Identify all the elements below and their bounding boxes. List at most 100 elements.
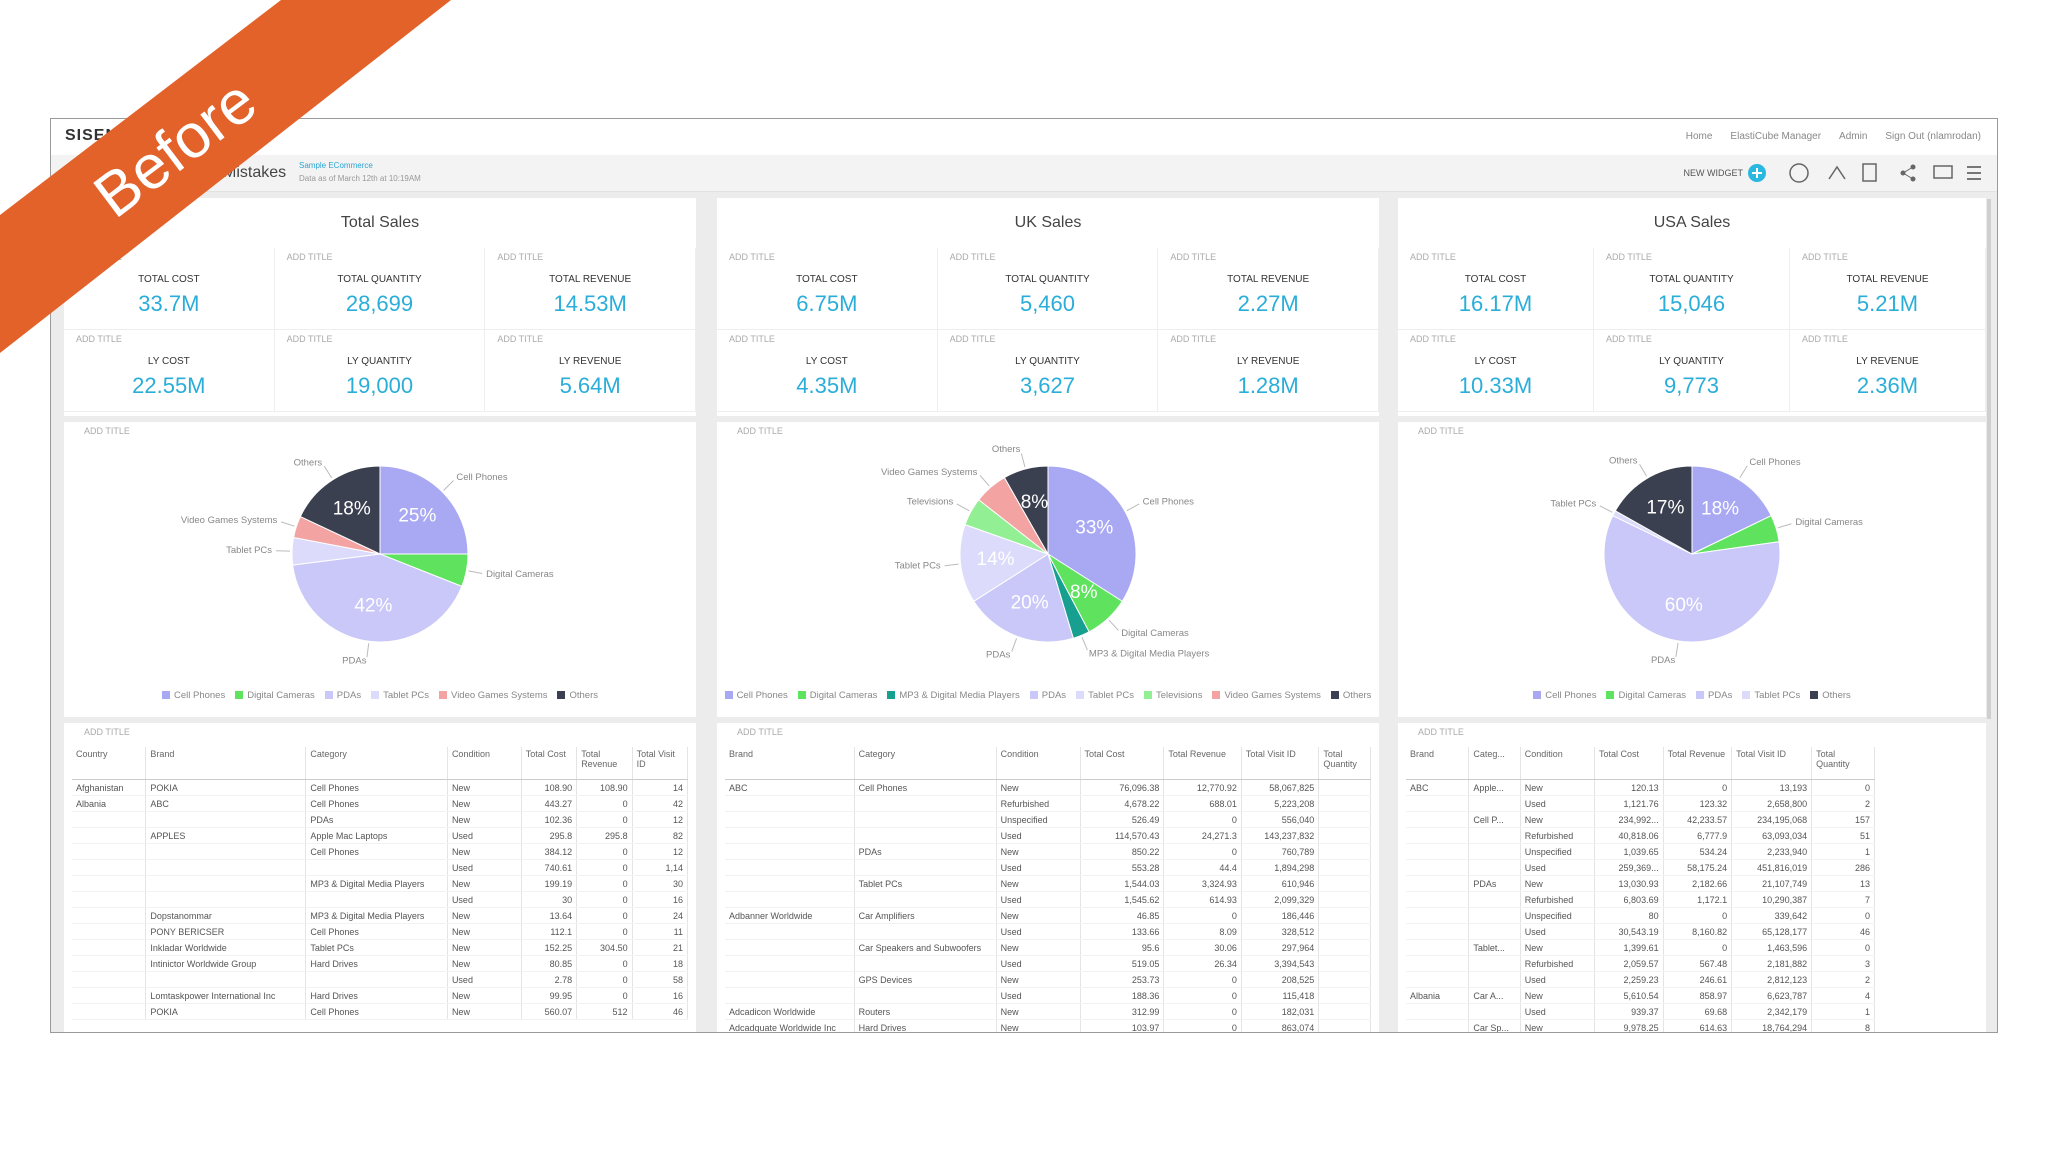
table-cell: Apple Mac Laptops [305,827,448,844]
scrollbar[interactable] [1987,199,1991,719]
new-widget-label[interactable]: NEW WIDGET [1683,168,1744,178]
legend-text: Digital Cameras [1618,690,1687,701]
kpi-caption: ADD TITLE [1170,252,1217,262]
nav-link[interactable]: Home [1685,131,1713,142]
datasource[interactable]: Sample ECommerce [299,161,373,170]
table-cell: Used [1520,923,1596,940]
kpi-label: LY QUANTITY [1659,356,1724,367]
table-row: APPLES Apple Mac Laptops Used 295.8 295.8 82 [72,827,688,844]
table-cell [1468,859,1521,876]
table-cell: 567.48 [1663,955,1733,972]
table-cell: 0 [576,795,633,812]
table-cell: APPLES [145,827,307,844]
table-cell [72,939,147,956]
kpi-caption: ADD TITLE [286,334,333,344]
column-header: Condition [996,747,1081,780]
kpi-value: 28,699 [345,291,414,316]
nav-link[interactable]: Sign Out (nlamrodan) [1885,131,1981,142]
kpi-value: 4.35M [796,373,858,398]
menu-icon[interactable] [1967,166,1981,180]
table-cell: 297,964 [1241,939,1320,956]
table-cell [1318,875,1371,892]
legend-item: Tablet PCs [1076,690,1134,701]
column-header: Total Cost [1594,747,1664,780]
present-icon[interactable] [1933,165,1953,179]
legend-item: Cell Phones [724,690,788,701]
table-cell: Lomtaskpower International Inc [145,987,307,1004]
kpi-value: 2.36M [1856,373,1919,398]
filter-icon[interactable] [1789,163,1809,183]
table-row: POKIA Cell Phones New 560.07 512 46 [72,1003,688,1020]
callout-label: Cell Phones [1749,457,1800,468]
legend-item: PDAs [1029,690,1066,701]
table-row: MP3 & Digital Media Players New 199.19 0 30 [72,875,688,892]
legend-text: PDAs [1708,690,1733,701]
nav-link[interactable]: ElastiCube Manager [1730,131,1822,142]
column-header: Category [854,747,997,780]
table-cell: New [1520,811,1596,828]
table-cell: New [996,971,1081,988]
table-cell: 0 [1811,939,1876,956]
refresh-icon[interactable] [1828,165,1846,180]
kpi-label: LY COST [805,356,848,367]
share-icon[interactable] [1900,164,1916,182]
legend-swatch [1212,691,1221,699]
table-cell: 44.4 [1163,859,1242,876]
table-cell: 2,658,800 [1731,795,1813,812]
table-cell: 2,342,179 [1731,1003,1813,1020]
table-cell [1468,795,1521,812]
column-header: Brand [1406,747,1470,780]
table-cell: New [447,939,522,956]
table-row: Used 30 0 16 [72,891,688,908]
leader-line [366,643,370,658]
callout-label: PDAs [986,650,1011,661]
table-cell: Used [447,859,522,876]
table-cell: 42 [632,795,688,812]
widget-caption: ADD TITLE [737,727,783,737]
header-row: Brand Category Condition Total Cost Total Re… [725,747,1371,780]
table-cell [1468,955,1521,972]
table-cell: 234,992... [1594,811,1664,828]
table-cell [854,859,997,876]
table-cell: Used [1520,795,1596,812]
table-cell: PDAs [854,843,997,860]
kpi-label: LY REVENUE [1236,356,1300,367]
table-cell: New [1520,779,1596,796]
legend-item: Others [557,690,598,701]
kpi: ADD TITLE TOTAL REVENUE 2.27M [1158,248,1379,330]
table-cell: 208,525 [1241,971,1320,988]
table-cell: 2 [1811,971,1876,988]
table-cell: 0 [1163,971,1242,988]
table-cell: Refurbished [1520,827,1596,844]
table-cell [1318,1019,1371,1032]
table-cell: Used [996,955,1081,972]
table-cell: New [1520,939,1596,956]
table-row: Cell P... New 234,992... 42,233.57 234,195,0… [1406,811,1876,828]
table-cell [305,971,448,988]
kpi-label: TOTAL COST [138,274,200,285]
table-cell: Hard Drives [305,955,448,972]
table-cell [1468,971,1521,988]
kpi-value: 6.75M [796,291,858,316]
legend-item: Digital Cameras [797,690,877,701]
table-row: Used 1,545.62 614.93 2,099,329 [725,891,1371,908]
kpi: ADD TITLE LY COST 4.35M [717,330,938,412]
kpi-label: LY COST [1474,356,1517,367]
panel-title: USA Sales [1653,214,1731,231]
table-cell: Cell P... [1468,811,1521,828]
table-cell: New [996,779,1081,796]
nav-link[interactable]: Admin [1839,131,1868,142]
export-icon[interactable] [1862,163,1877,182]
table-cell: Inkladar Worldwide [145,939,307,956]
table-row: PDAs New 850.22 0 760,789 [725,843,1371,860]
table-cell: MP3 & Digital Media Players [305,907,448,924]
leader-line [1675,642,1679,657]
table-cell: Used [1520,971,1596,988]
table-cell: 0 [1811,779,1876,796]
table-cell: 3,324.93 [1163,875,1242,892]
table-row: Tablet... New 1,399.61 0 1,463,596 0 [1406,939,1876,956]
kpi-label: TOTAL QUANTITY [1649,274,1734,285]
table-cell: 863,074 [1241,1019,1320,1032]
table-row: Used 939.37 69.68 2,342,179 1 [1406,1003,1876,1020]
column-header: Brand [725,747,855,780]
